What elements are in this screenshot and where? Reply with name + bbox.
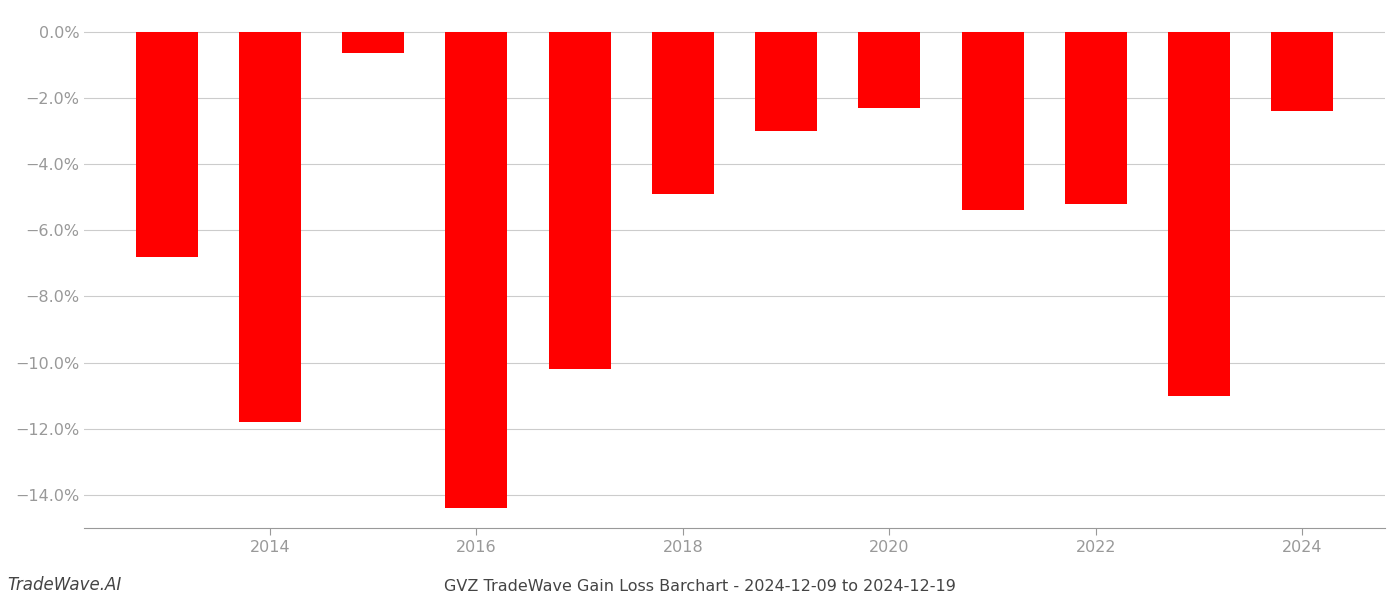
Bar (1271, 32, 1333, 111)
Bar (1168, 32, 1231, 396)
Text: TradeWave.AI: TradeWave.AI (7, 576, 122, 594)
Bar (136, 32, 197, 257)
Bar (652, 32, 714, 194)
Bar (549, 32, 610, 369)
Text: GVZ TradeWave Gain Loss Barchart - 2024-12-09 to 2024-12-19: GVZ TradeWave Gain Loss Barchart - 2024-… (444, 579, 956, 594)
Bar (962, 32, 1023, 211)
Bar (1065, 32, 1127, 204)
Bar (342, 32, 405, 53)
Bar (445, 32, 507, 508)
Bar (858, 32, 920, 108)
Bar (755, 32, 818, 131)
Bar (239, 32, 301, 422)
